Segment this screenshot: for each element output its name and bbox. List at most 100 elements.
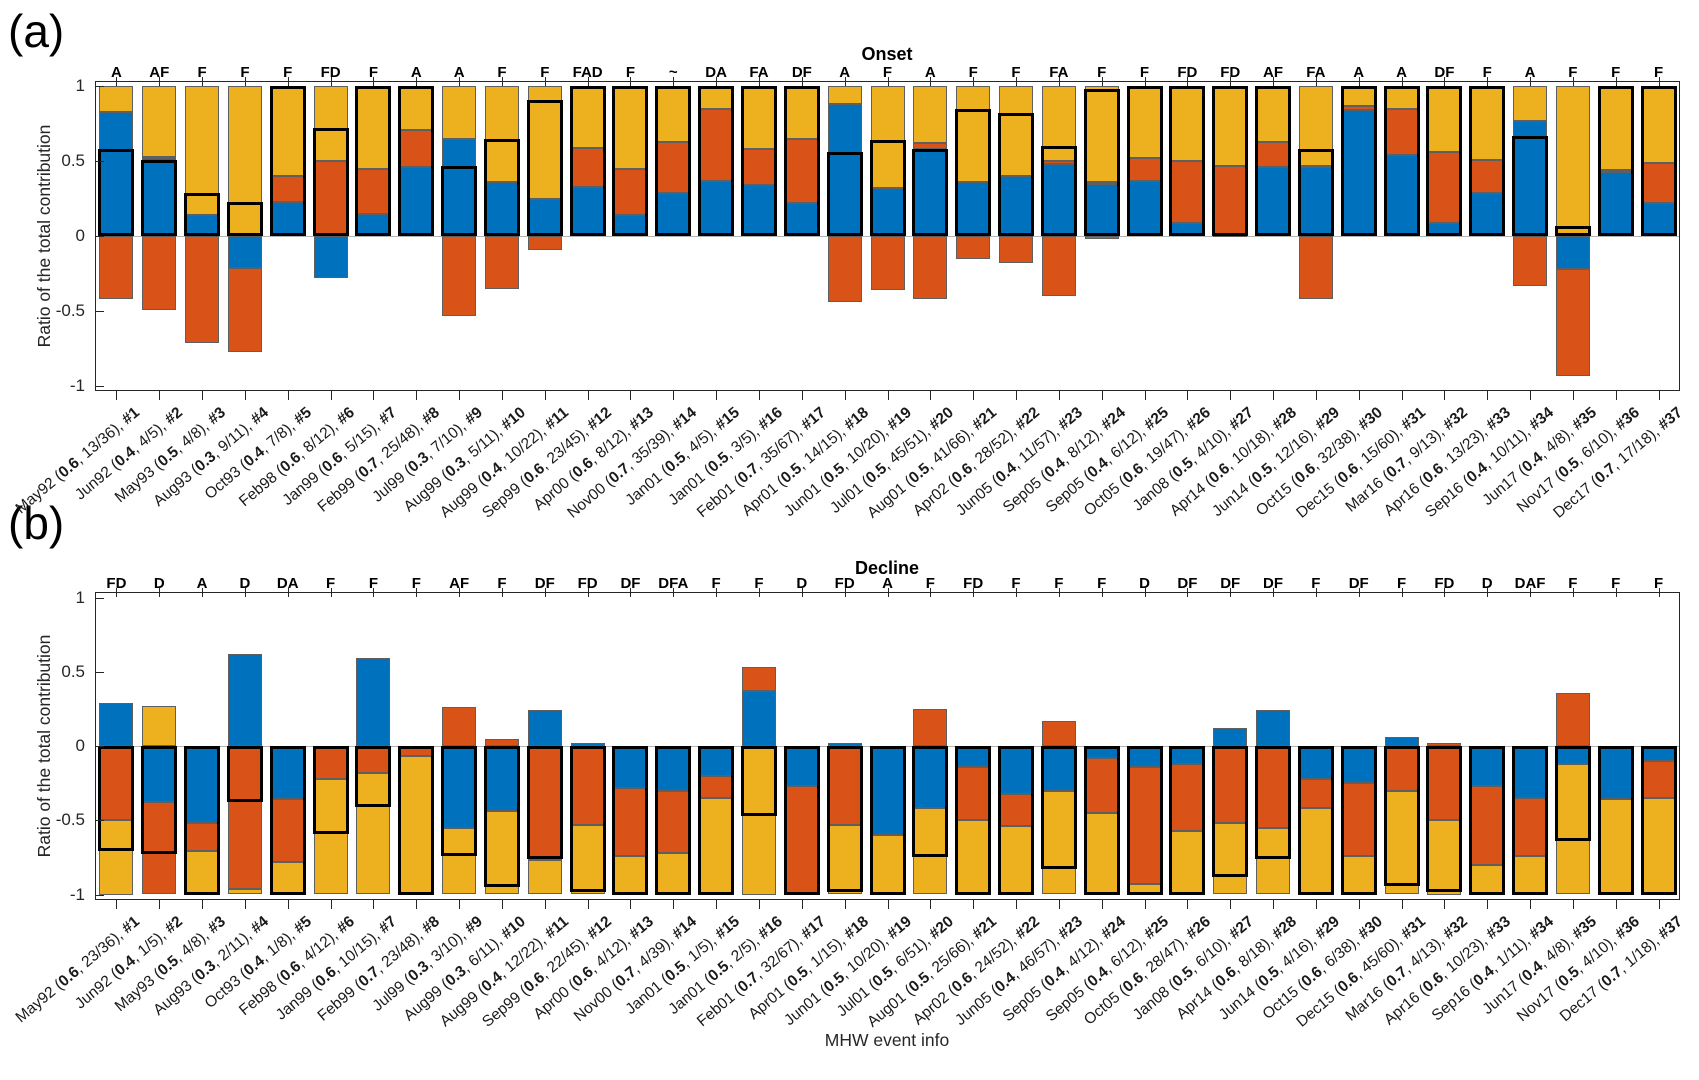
axis-tick-top xyxy=(716,77,718,86)
bar-segment xyxy=(699,108,734,181)
bar-segment xyxy=(527,236,562,250)
bar-segment xyxy=(484,738,519,746)
axis-tick-bottom xyxy=(1358,391,1360,400)
bar-segment xyxy=(999,236,1033,263)
bar-segment xyxy=(484,236,519,289)
bar-segment xyxy=(827,743,862,746)
net-contribution-outline xyxy=(1640,746,1677,895)
axis-tick-top xyxy=(587,588,589,597)
bar-segment xyxy=(741,746,776,895)
bar-segment xyxy=(484,86,519,182)
driver-letters: DF xyxy=(1434,64,1455,81)
axis-tick-bottom xyxy=(501,900,503,909)
bar-segment xyxy=(741,667,776,692)
driver-letters: F xyxy=(1097,64,1107,81)
axis-tick-top xyxy=(1273,77,1275,86)
axis-tick-bottom xyxy=(973,391,975,400)
bar-segment xyxy=(1298,778,1333,809)
bar-segment xyxy=(1341,110,1376,236)
driver-letters: F xyxy=(283,64,293,81)
bar-segment xyxy=(827,236,862,302)
bar-segment xyxy=(142,86,177,157)
axis-tick-top xyxy=(758,588,760,597)
bar-segment xyxy=(399,167,434,236)
axis-tick-top xyxy=(844,588,846,597)
axis-tick-top xyxy=(459,588,461,597)
bar-segment xyxy=(1041,790,1076,895)
bar-segment xyxy=(1555,86,1590,236)
axis-tick-bottom xyxy=(1101,391,1103,400)
axis-tick-top xyxy=(1058,588,1060,597)
bar-segment xyxy=(185,236,220,343)
axis-tick-bottom xyxy=(587,900,589,909)
axis-tick-top xyxy=(373,77,375,86)
axis-tick-top xyxy=(1273,588,1275,597)
driver-letters: F xyxy=(1653,64,1664,81)
net-contribution-outline xyxy=(869,746,906,895)
net-contribution-outline xyxy=(1426,86,1463,236)
net-contribution-outline xyxy=(1169,746,1206,895)
axis-tick-top xyxy=(1487,588,1489,597)
net-contribution-outline xyxy=(312,128,349,236)
panel-b-title: Decline xyxy=(854,558,920,578)
y-axis-tick xyxy=(96,820,104,822)
driver-letters: F xyxy=(1568,64,1578,81)
axis-tick-top xyxy=(1016,77,1017,86)
driver-letters: FD xyxy=(1434,575,1455,592)
y-tick-label: 0 xyxy=(75,226,85,245)
axis-tick-top xyxy=(244,588,246,597)
driver-letters: A xyxy=(453,64,465,81)
driver-letters: F xyxy=(1611,64,1621,81)
bar-segment xyxy=(741,691,776,746)
y-tick-label: 0.5 xyxy=(61,661,85,681)
bar-segment xyxy=(313,236,348,278)
axis-tick-bottom xyxy=(1230,391,1232,400)
driver-letters: A xyxy=(1353,64,1365,81)
driver-letters: F xyxy=(1097,575,1107,592)
axis-tick-bottom xyxy=(544,391,546,400)
y-tick-label: -0.5 xyxy=(55,301,85,320)
axis-tick-bottom xyxy=(887,391,889,400)
driver-letters: DF xyxy=(620,575,641,592)
axis-tick-bottom xyxy=(459,900,461,909)
axis-tick-top xyxy=(501,77,503,86)
driver-letters: D xyxy=(239,575,251,592)
y-tick-label: 1 xyxy=(75,76,85,95)
axis-tick-top xyxy=(1101,588,1103,597)
y-axis-tick xyxy=(96,671,104,673)
net-contribution-outline xyxy=(269,86,306,236)
bar-segment xyxy=(570,743,605,746)
bar-segment xyxy=(442,746,477,828)
axis-tick-bottom xyxy=(1530,900,1532,909)
bar-segment xyxy=(1213,823,1248,895)
axis-tick-top xyxy=(544,77,546,86)
driver-letters: A xyxy=(882,575,893,592)
driver-letters: F xyxy=(1011,64,1021,81)
net-contribution-outline xyxy=(98,746,135,852)
net-contribution-outline xyxy=(783,746,820,895)
bar-segment xyxy=(142,156,177,159)
driver-letters: F xyxy=(368,64,379,81)
y-tick-label: -1 xyxy=(69,376,85,395)
driver-letters: AF xyxy=(449,575,470,592)
axis-tick-top xyxy=(501,588,503,597)
axis-tick-top xyxy=(1101,77,1103,86)
axis-tick-top xyxy=(416,77,418,86)
bar-segment xyxy=(227,267,262,352)
panel-b-tag: (b) xyxy=(8,497,65,549)
bar-segment xyxy=(913,708,948,746)
bar-segment xyxy=(99,86,134,112)
driver-letters: DF xyxy=(791,64,812,81)
bar-segment xyxy=(1641,760,1676,798)
axis-tick-top xyxy=(1016,588,1017,597)
net-contribution-outline xyxy=(1126,746,1163,895)
axis-tick-top xyxy=(930,588,932,597)
axis-tick-bottom xyxy=(930,391,932,400)
axis-tick-top xyxy=(630,77,632,86)
axis-tick-top xyxy=(630,588,632,597)
axis-tick-top xyxy=(587,77,589,86)
driver-letters: DF xyxy=(1220,575,1241,592)
driver-letters: F xyxy=(1139,64,1150,81)
bar-segment xyxy=(484,811,519,895)
driver-letters: DA xyxy=(276,575,299,592)
